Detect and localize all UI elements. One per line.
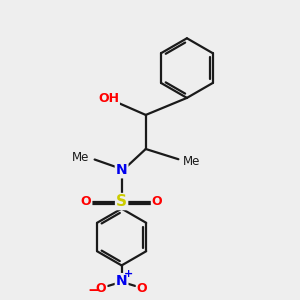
Text: Me: Me bbox=[183, 155, 200, 168]
Text: O: O bbox=[81, 195, 92, 208]
Text: O: O bbox=[137, 283, 147, 296]
Text: Me: Me bbox=[72, 151, 89, 164]
Text: N: N bbox=[116, 274, 127, 288]
Text: −: − bbox=[88, 283, 100, 298]
Text: O: O bbox=[152, 195, 162, 208]
Text: S: S bbox=[116, 194, 127, 209]
Text: O: O bbox=[96, 283, 106, 296]
Text: OH: OH bbox=[98, 92, 119, 105]
Text: +: + bbox=[124, 269, 133, 279]
Text: N: N bbox=[116, 163, 127, 177]
